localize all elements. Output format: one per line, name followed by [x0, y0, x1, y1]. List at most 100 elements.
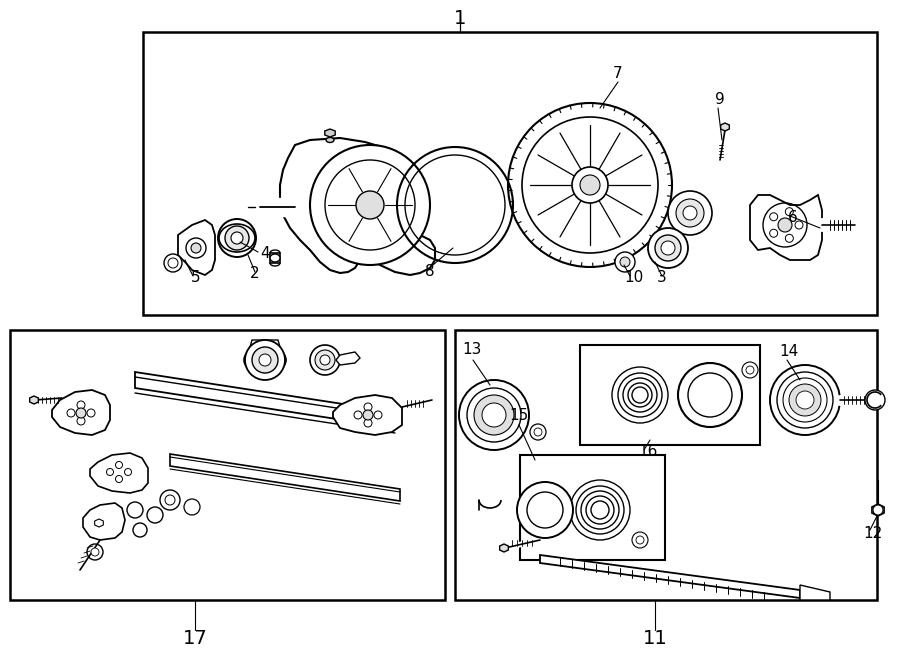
Polygon shape — [30, 396, 39, 404]
Text: 9: 9 — [716, 93, 724, 107]
Polygon shape — [540, 555, 800, 598]
Circle shape — [778, 218, 792, 232]
Circle shape — [363, 410, 373, 420]
Polygon shape — [333, 395, 402, 435]
Circle shape — [77, 401, 85, 409]
Circle shape — [147, 507, 163, 523]
Polygon shape — [178, 220, 215, 275]
Circle shape — [320, 355, 330, 365]
Circle shape — [655, 235, 681, 261]
Text: 7: 7 — [613, 66, 623, 81]
Circle shape — [364, 419, 372, 427]
Polygon shape — [280, 138, 435, 275]
Circle shape — [530, 424, 546, 440]
Text: 5: 5 — [191, 271, 201, 285]
Circle shape — [517, 482, 573, 538]
Circle shape — [364, 403, 372, 411]
Text: 17: 17 — [183, 628, 207, 647]
Circle shape — [374, 411, 382, 419]
Circle shape — [315, 350, 335, 370]
Circle shape — [770, 229, 778, 237]
Text: 4: 4 — [260, 246, 270, 261]
Bar — [143, 32, 877, 315]
Circle shape — [527, 492, 563, 528]
Polygon shape — [750, 195, 822, 260]
Polygon shape — [170, 454, 400, 501]
Text: 1: 1 — [454, 9, 466, 28]
Circle shape — [191, 243, 201, 253]
Text: 8: 8 — [425, 265, 435, 279]
Polygon shape — [500, 544, 508, 552]
Circle shape — [615, 252, 635, 272]
Circle shape — [534, 428, 542, 436]
Circle shape — [459, 380, 529, 450]
Circle shape — [570, 480, 630, 540]
Circle shape — [796, 391, 814, 409]
Circle shape — [770, 365, 840, 435]
Text: 15: 15 — [509, 408, 528, 424]
Circle shape — [168, 258, 178, 268]
Polygon shape — [94, 519, 104, 527]
Text: 10: 10 — [625, 271, 643, 285]
Bar — [520, 455, 665, 560]
Circle shape — [746, 366, 754, 374]
Circle shape — [164, 254, 182, 272]
Circle shape — [76, 408, 86, 418]
Circle shape — [67, 409, 75, 417]
Circle shape — [786, 234, 793, 242]
Polygon shape — [721, 123, 729, 131]
Circle shape — [474, 395, 514, 435]
Circle shape — [636, 536, 644, 544]
Circle shape — [127, 502, 143, 518]
Polygon shape — [135, 372, 395, 428]
Bar — [580, 345, 760, 445]
Circle shape — [789, 384, 821, 416]
Circle shape — [683, 206, 697, 220]
Circle shape — [356, 191, 384, 219]
Circle shape — [77, 417, 85, 425]
Circle shape — [572, 167, 608, 203]
Circle shape — [580, 175, 600, 195]
Text: 13: 13 — [463, 342, 482, 357]
Circle shape — [310, 345, 340, 375]
Text: 3: 3 — [657, 271, 667, 285]
Circle shape — [165, 495, 175, 505]
Polygon shape — [90, 453, 148, 493]
Circle shape — [795, 221, 803, 229]
Circle shape — [865, 390, 885, 410]
Circle shape — [245, 340, 285, 380]
Polygon shape — [336, 352, 360, 365]
Circle shape — [508, 103, 672, 267]
Circle shape — [231, 232, 243, 244]
Circle shape — [252, 347, 278, 373]
Circle shape — [186, 238, 206, 258]
Polygon shape — [52, 390, 110, 435]
Polygon shape — [270, 253, 280, 263]
Circle shape — [632, 532, 648, 548]
Text: 14: 14 — [779, 344, 798, 359]
Circle shape — [522, 117, 658, 253]
Ellipse shape — [326, 138, 334, 142]
Bar — [455, 330, 877, 600]
Circle shape — [770, 213, 778, 220]
Circle shape — [576, 486, 624, 534]
Circle shape — [618, 373, 662, 417]
Circle shape — [783, 378, 827, 422]
Text: 16: 16 — [638, 444, 658, 459]
Circle shape — [873, 505, 883, 515]
Circle shape — [106, 469, 113, 475]
Circle shape — [586, 496, 614, 524]
Circle shape — [668, 191, 712, 235]
Circle shape — [777, 372, 833, 428]
Circle shape — [354, 411, 362, 419]
Text: 2: 2 — [250, 267, 260, 281]
Circle shape — [310, 145, 430, 265]
Text: 12: 12 — [863, 526, 883, 540]
Circle shape — [648, 228, 688, 268]
Text: 6: 6 — [788, 211, 798, 226]
Circle shape — [115, 461, 122, 469]
Circle shape — [87, 544, 103, 560]
Circle shape — [124, 469, 131, 475]
Circle shape — [133, 523, 147, 537]
Circle shape — [628, 383, 652, 407]
